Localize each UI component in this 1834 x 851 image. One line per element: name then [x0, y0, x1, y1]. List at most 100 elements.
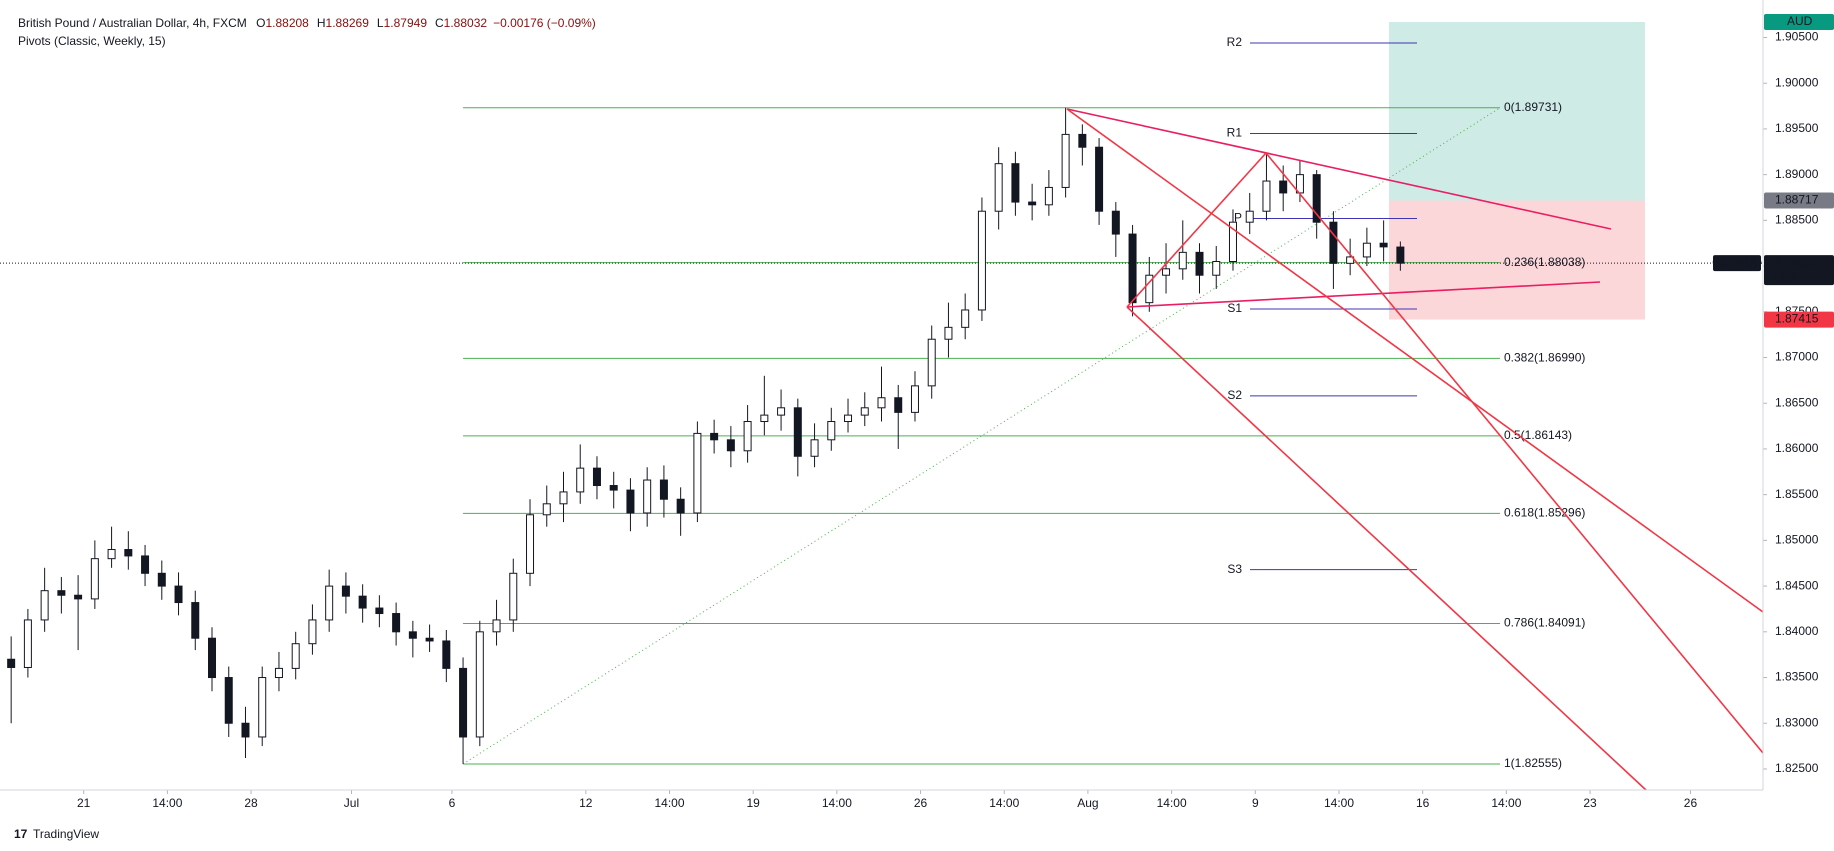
candle-body: [224, 677, 233, 724]
candle-body: [710, 432, 719, 441]
currency-badge: AUD: [1787, 14, 1813, 28]
brand: 17 TradingView: [14, 827, 99, 841]
candle-body: [944, 326, 953, 340]
y-tick-label: 1.90000: [1775, 75, 1819, 89]
y-tick-label: 1.83500: [1775, 670, 1819, 684]
x-tick-label: 16: [1416, 796, 1430, 810]
symbol-badge: GBPAUD: [1712, 255, 1762, 269]
x-tick-label: 26: [1684, 796, 1698, 810]
candle-body: [860, 407, 869, 416]
candle-body: [1111, 210, 1120, 235]
candle-body: [57, 590, 66, 596]
pivot-label: S1: [1227, 301, 1242, 315]
candle-body: [1329, 221, 1338, 264]
candle-body: [492, 619, 501, 633]
candle-body: [258, 677, 267, 738]
candle-body: [659, 479, 668, 500]
candle-body: [693, 432, 702, 514]
candle-body: [643, 479, 652, 514]
candle-body: [174, 585, 183, 604]
candle-body: [592, 467, 601, 487]
y-tick-label: 1.86500: [1775, 395, 1819, 409]
fib-trend: [462, 107, 1501, 765]
price-badge-label: 1.88717: [1775, 193, 1819, 207]
x-tick-label: 21: [77, 796, 91, 810]
y-tick-label: 1.89000: [1775, 167, 1819, 181]
candle-body: [844, 414, 853, 423]
trend-line: [1126, 281, 1601, 308]
fib-label: 0.382(1.86990): [1504, 351, 1585, 365]
candle-body: [1078, 133, 1087, 148]
candle-body: [274, 667, 283, 679]
channel-line: [1265, 152, 1764, 754]
symbol-title: British Pound / Australian Dollar, 4h, F…: [18, 16, 247, 30]
candle-body: [576, 467, 585, 493]
candle-body: [509, 572, 518, 621]
candle-body: [1346, 256, 1355, 264]
x-tick-label: 9: [1252, 796, 1259, 810]
candle-body: [1262, 180, 1271, 212]
candle-body: [676, 498, 685, 514]
candle-body: [141, 555, 150, 574]
candle-body: [40, 590, 49, 621]
candle-body: [760, 414, 769, 423]
candle-body: [542, 503, 551, 516]
candle-body: [291, 643, 300, 669]
x-tick-label: 6: [449, 796, 456, 810]
y-tick-label: 1.86000: [1775, 441, 1819, 455]
fib-label: 0.786(1.84091): [1504, 616, 1585, 630]
ohlc-key: L: [377, 16, 384, 30]
candle-body: [894, 397, 903, 413]
candle-body: [341, 585, 350, 597]
candle-body: [1245, 210, 1254, 223]
candle-body: [609, 485, 618, 491]
candle-body: [208, 637, 217, 679]
candle-body: [626, 489, 635, 514]
candle-body: [107, 549, 116, 560]
candle-body: [1396, 246, 1405, 264]
y-tick-label: 1.88500: [1775, 213, 1819, 227]
candle-body: [977, 210, 986, 311]
brand-logo: 17: [14, 827, 28, 841]
candle-body: [810, 439, 819, 457]
candle-body: [1044, 186, 1053, 206]
candle-body: [23, 619, 32, 668]
candle-body: [1145, 274, 1154, 304]
position-boxes: [1389, 22, 1645, 320]
y-tick-label: 1.84000: [1775, 624, 1819, 638]
candle-body: [157, 572, 166, 587]
price-badge: [1764, 192, 1834, 209]
plot: 1.82500 1.83000 1.83500 1.84000 1.84500 1.850…: [0, 14, 1834, 810]
candle-body: [425, 637, 434, 642]
channel-line: [1126, 306, 1647, 791]
price-badge-label: 1.88032: [1775, 255, 1819, 269]
candle-body: [459, 667, 468, 738]
y-tick-label: 1.85000: [1775, 533, 1819, 547]
ohlc-value: 1.88269: [326, 16, 370, 30]
stop-zone: [1389, 200, 1645, 320]
candle-body: [358, 595, 367, 609]
candle-body: [408, 631, 417, 639]
x-tick-label: 14:00: [654, 796, 684, 810]
candle-body: [475, 631, 484, 738]
candle-body: [927, 338, 936, 387]
candle-body: [1061, 133, 1070, 188]
candle-body: [74, 594, 83, 600]
candle-body: [1128, 233, 1137, 304]
candle-body: [777, 407, 786, 416]
brand-name: TradingView: [33, 827, 99, 841]
candle-body: [325, 585, 334, 621]
fib-label: 0(1.89731): [1504, 100, 1562, 114]
candle-body: [241, 722, 250, 738]
channel-line: [1126, 152, 1267, 308]
fib-label: 0.618(1.85296): [1504, 505, 1585, 519]
candle-body: [442, 640, 451, 669]
symbol-badge-bg: [1713, 255, 1761, 272]
trend-lines: [1066, 108, 1764, 791]
pivot-label: R1: [1227, 126, 1243, 140]
candle-body: [1195, 251, 1204, 276]
pivot-label: P: [1234, 211, 1242, 225]
target-zone: [1389, 22, 1645, 201]
y-tick-label: 1.87000: [1775, 350, 1819, 364]
